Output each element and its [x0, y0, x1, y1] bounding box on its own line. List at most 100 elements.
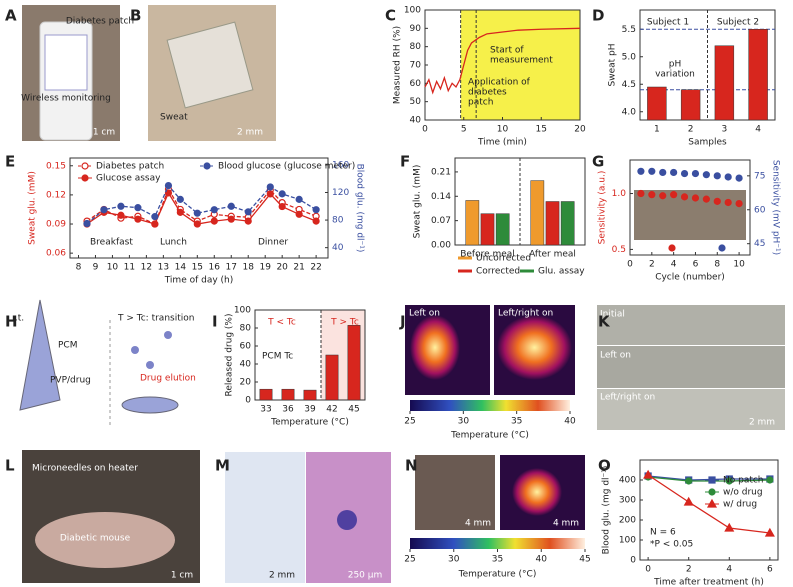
panel-label: D: [592, 7, 604, 25]
x-tick-label: 1: [654, 125, 660, 135]
y-tick-label: 80: [240, 324, 252, 334]
marker: [691, 194, 700, 202]
y-tick-label: 100: [619, 536, 636, 546]
photo-text: Left/right on: [600, 393, 655, 403]
scale-bar: 1 cm: [93, 128, 115, 138]
x-tick-label: 20: [574, 125, 586, 135]
annotation: PCM Tc: [262, 352, 293, 362]
x-tick-label: 0: [422, 125, 428, 135]
y-tick-label: 100: [404, 6, 421, 16]
panel-label: A: [5, 7, 17, 25]
annotation: diabetes: [468, 88, 507, 98]
legend-label: Glucose: [683, 244, 719, 254]
x-tick-label: 22: [310, 263, 321, 273]
colorbar: [410, 538, 585, 549]
photo-band: [597, 305, 785, 345]
photo: [415, 455, 495, 530]
y2-axis-label: Blood glu. (mg dl⁻¹): [355, 164, 365, 253]
annotation: T < Tc: [267, 318, 296, 328]
marker: [117, 202, 125, 210]
stain: [337, 510, 357, 530]
panel-label: M: [215, 457, 230, 475]
marker: [708, 488, 716, 496]
annotation: T > Tc: [330, 318, 359, 328]
x-tick-label: 20: [276, 263, 288, 273]
photo-band: [597, 346, 785, 388]
y-axis-label: Blood glu. (mg dl⁻¹): [602, 466, 612, 555]
bar: [545, 201, 560, 246]
x-tick-label: 15: [536, 125, 547, 135]
annotation: Breakfast: [90, 238, 133, 248]
patch: [166, 21, 254, 109]
annotation: Start of: [490, 46, 524, 56]
bar: [325, 354, 339, 401]
y-tick-label: 0.21: [431, 167, 451, 177]
marker: [164, 189, 173, 197]
marker: [637, 189, 645, 198]
x-tick-label: 10: [733, 260, 745, 270]
y-tick-label: 4.0: [622, 107, 637, 117]
annotation: Dinner: [258, 238, 288, 248]
x-tick-label: 4: [671, 260, 677, 270]
marker: [735, 174, 743, 182]
legend-label: w/ drug: [723, 500, 757, 510]
x-tick-label: 36: [282, 405, 294, 415]
y-tick-label: 0.07: [431, 216, 451, 226]
marker: [210, 217, 218, 225]
photo-text: T > Tc: transition: [117, 314, 194, 324]
colorbar-tick-label: 30: [448, 555, 460, 565]
annotation: variation: [655, 70, 695, 80]
y-axis-label: Sweat glu. (mM): [28, 171, 38, 245]
y-tick-label: 40: [240, 360, 252, 370]
x-tick-label: 39: [304, 405, 316, 415]
photo-text: Sweat: [160, 113, 188, 123]
marker: [151, 220, 159, 228]
marker: [713, 172, 721, 180]
x-tick-label: 3: [722, 125, 728, 135]
legend-label: Uncorrected: [476, 254, 531, 264]
x-tick-label: 17: [226, 263, 237, 273]
marker: [706, 498, 718, 508]
bar: [465, 200, 480, 246]
panel-label: F: [400, 153, 410, 171]
marker: [227, 215, 235, 223]
legend-label: No patch: [723, 476, 764, 486]
legend-label: pH: [733, 244, 745, 254]
marker: [725, 477, 733, 485]
x-tick-label: 11: [124, 263, 135, 273]
panel-label: C: [385, 7, 396, 25]
panel-label: E: [5, 153, 15, 171]
x-axis-label: Temperature (°C): [270, 418, 349, 428]
bar: [647, 86, 667, 121]
series-line: [647, 474, 770, 534]
panel-label: H: [5, 313, 18, 331]
y-tick-label: 0.09: [46, 220, 66, 230]
panel-label: I: [212, 313, 218, 331]
legend-label: Glucose assay: [96, 174, 161, 184]
x-tick-label: 4: [726, 565, 732, 575]
marker: [713, 197, 721, 205]
scale-bar: 2 mm: [237, 128, 263, 138]
marker: [637, 167, 645, 175]
panel-label: G: [592, 153, 604, 171]
bar: [347, 325, 361, 401]
marker: [117, 211, 125, 219]
annotation: Subject 1: [647, 18, 689, 28]
y-tick-label: 80: [410, 42, 422, 52]
colorbar-tick-label: 25: [404, 417, 415, 427]
marker: [203, 162, 211, 170]
y-tick-label: 1.0: [612, 189, 627, 199]
y-tick-label: 5.5: [622, 25, 636, 35]
bar: [680, 89, 701, 121]
y-tick-label: 300: [619, 496, 636, 506]
x-tick-label: 6: [693, 260, 699, 270]
colorbar-tick-label: 35: [492, 555, 503, 565]
marker: [648, 167, 656, 175]
marker: [81, 174, 89, 182]
y-axis-label: Measured RH (%): [393, 26, 403, 104]
colorbar-tick-label: 30: [458, 417, 470, 427]
marker: [193, 220, 201, 228]
y2-tick-label: 80: [332, 216, 344, 226]
series-line: [86, 184, 317, 225]
